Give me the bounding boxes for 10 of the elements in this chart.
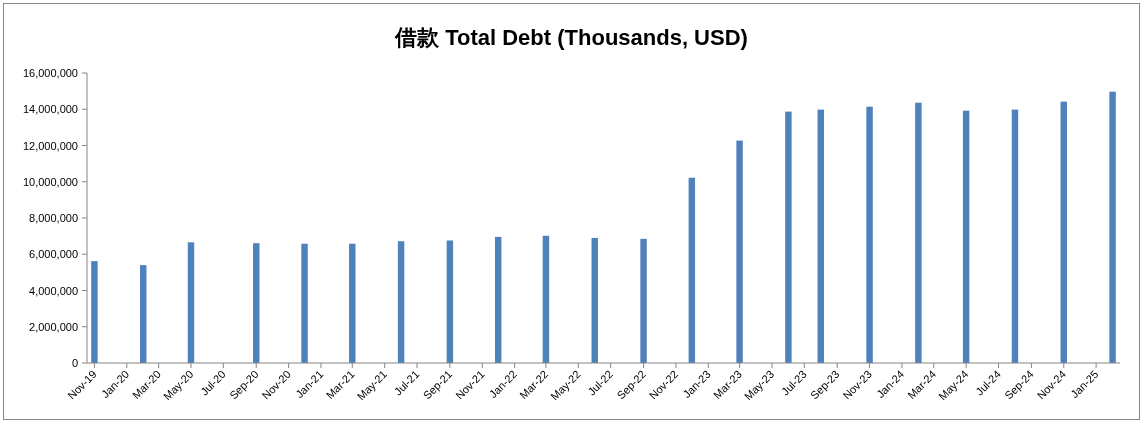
y-tick-label: 8,000,000 — [29, 212, 78, 224]
y-tick-label: 10,000,000 — [22, 175, 78, 188]
y-tick-label: 6,000,000 — [29, 248, 78, 261]
y-tick-label: 4,000,000 — [29, 284, 78, 297]
y-tick-label: 0 — [71, 357, 78, 369]
chart-title: 借款 Total Debt (Thousands, USD) — [394, 25, 748, 50]
y-tick-label: 2,000,000 — [29, 320, 78, 333]
y-tick-label: 16,000,000 — [22, 67, 78, 79]
y-tick-label: 12,000,000 — [22, 139, 78, 152]
y-tick-label: 14,000,000 — [22, 103, 78, 116]
